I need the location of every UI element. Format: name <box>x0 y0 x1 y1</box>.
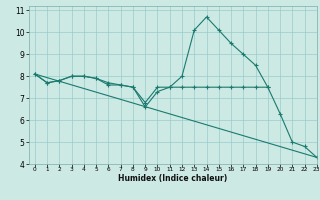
X-axis label: Humidex (Indice chaleur): Humidex (Indice chaleur) <box>118 174 228 183</box>
